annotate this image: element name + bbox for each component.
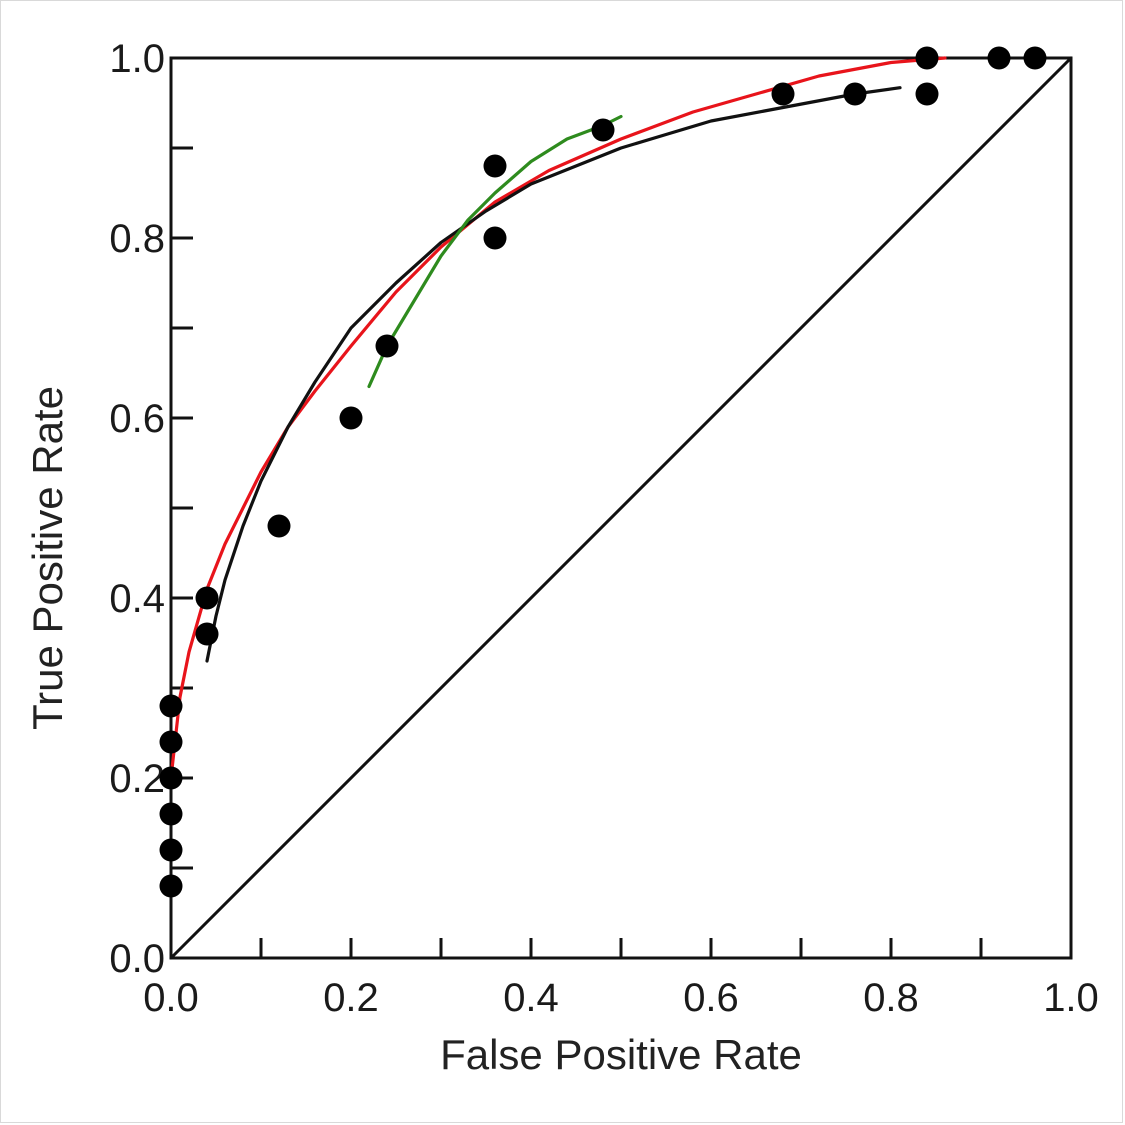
data-point <box>159 730 183 754</box>
data-point <box>483 226 507 250</box>
green-fit-curve <box>367 114 623 389</box>
data-point <box>159 874 183 898</box>
data-point <box>159 766 183 790</box>
red-fit-curve <box>169 56 947 780</box>
x-axis-ticks: 0.0 0.2 0.4 0.6 0.8 1.0 <box>143 938 1099 1020</box>
y-axis-ticks: 0.0 0.2 0.4 0.6 0.8 1.0 <box>109 37 193 981</box>
data-point <box>987 46 1011 70</box>
x-axis-label: False Positive Rate <box>440 1031 802 1078</box>
data-point <box>915 82 939 106</box>
data-point <box>1023 46 1047 70</box>
x-tick-label: 0.0 <box>143 976 199 1020</box>
y-tick-label: 0.4 <box>109 577 165 621</box>
data-point <box>159 694 183 718</box>
data-points <box>159 46 1047 898</box>
y-tick-label: 0.6 <box>109 397 165 441</box>
y-tick-label: 0.2 <box>109 757 165 801</box>
data-point <box>159 838 183 862</box>
y-tick-label: 0.8 <box>109 217 165 261</box>
y-tick-label: 1.0 <box>109 37 165 81</box>
x-tick-label: 1.0 <box>1043 976 1099 1020</box>
data-point <box>339 406 363 430</box>
x-tick-label: 0.2 <box>323 976 379 1020</box>
data-point <box>915 46 939 70</box>
data-point <box>591 118 615 142</box>
diagonal-line <box>169 56 1073 960</box>
x-tick-label: 0.8 <box>863 976 919 1020</box>
data-point <box>483 154 507 178</box>
axis-labels: False Positive Rate True Positive Rate <box>24 386 802 1078</box>
data-point <box>159 802 183 826</box>
black-fit-curve <box>205 86 902 663</box>
curves <box>169 56 1073 960</box>
data-point <box>195 586 219 610</box>
data-point <box>771 82 795 106</box>
x-tick-label: 0.4 <box>503 976 559 1020</box>
data-point <box>375 334 399 358</box>
data-point <box>195 622 219 646</box>
data-point <box>843 82 867 106</box>
y-axis-label: True Positive Rate <box>24 386 71 730</box>
data-point <box>267 514 291 538</box>
x-tick-label: 0.6 <box>683 976 739 1020</box>
y-tick-label: 0.0 <box>109 937 165 981</box>
